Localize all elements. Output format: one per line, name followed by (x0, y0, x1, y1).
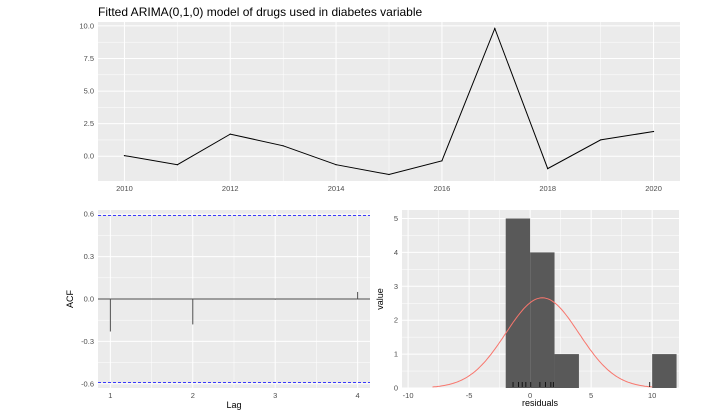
y-tick-label: 4 (394, 248, 398, 257)
y-tick-label: -0.3 (81, 337, 94, 346)
fitted-grid (98, 22, 680, 181)
fitted-point (229, 133, 231, 135)
hist-bar (505, 218, 531, 388)
x-tick-label: 2018 (539, 184, 556, 193)
acf-confidence-band (98, 215, 370, 383)
acf-y-axis-ticks: -0.6 -0.3 0.0 0.3 0.6 (81, 210, 94, 389)
x-tick-label: 2010 (116, 184, 133, 193)
x-tick-label: 2014 (328, 184, 345, 193)
y-tick-label: 2.5 (84, 119, 94, 128)
fitted-x-axis-ticks: 2010 2012 2014 2016 2018 2020 (116, 184, 662, 193)
x-tick-label: 0 (528, 391, 532, 400)
fitted-point (123, 154, 126, 157)
y-tick-label: 10.0 (79, 21, 94, 30)
fitted-y-axis-ticks: 0.0 2.5 5.0 7.5 10.0 (79, 21, 94, 160)
hist-bar (652, 354, 677, 388)
fitted-series-panel: Fitted ARIMA(0,1,0) model of drugs used … (79, 5, 680, 193)
x-tick-label: 1 (108, 391, 112, 400)
fitted-point (282, 145, 284, 147)
fitted-point (652, 130, 655, 133)
y-tick-label: 0.0 (84, 152, 94, 161)
fitted-point (441, 160, 443, 162)
fitted-point (494, 27, 496, 30)
x-tick-label: 10 (648, 391, 656, 400)
hist-y-axis-ticks: 0 1 2 3 4 5 (394, 214, 398, 393)
acf-panel: 1 2 3 4 -0.6 -0.3 0.0 0.3 0.6 Lag ACF (65, 210, 370, 410)
fitted-point (176, 164, 178, 166)
hist-y-axis-label: value (375, 288, 385, 310)
y-tick-label: 0 (394, 384, 398, 393)
residuals-rug (512, 382, 651, 387)
y-tick-label: 0.3 (84, 252, 94, 261)
acf-y-axis-label: ACF (65, 289, 75, 308)
fitted-series-points (123, 27, 655, 176)
y-tick-label: 3 (394, 282, 398, 291)
hist-bar (554, 354, 579, 388)
acf-bars (109, 291, 359, 332)
fitted-point (600, 139, 602, 141)
hist-x-axis-label: residuals (522, 398, 559, 408)
x-tick-label: 2020 (645, 184, 662, 193)
hist-bar (530, 252, 555, 388)
x-tick-label: 3 (273, 391, 277, 400)
x-tick-label: 2012 (222, 184, 239, 193)
acf-x-axis-ticks: 1 2 3 4 (108, 391, 359, 400)
y-tick-label: 7.5 (84, 54, 94, 63)
x-tick-label: 5 (589, 391, 593, 400)
fitted-point (335, 164, 337, 166)
hist-bars (505, 218, 677, 388)
y-tick-label: 0.6 (84, 210, 94, 219)
fitted-point (547, 168, 549, 170)
y-tick-label: 1 (394, 350, 398, 359)
normal-density-curve (432, 297, 653, 388)
y-tick-label: 5.0 (84, 87, 94, 96)
x-tick-label: -5 (466, 391, 473, 400)
x-tick-label: 2016 (434, 184, 451, 193)
residuals-histogram-panel: -10 -5 0 5 10 0 1 2 3 4 5 residuals valu… (375, 210, 679, 408)
x-tick-label: 4 (356, 391, 360, 400)
acf-x-axis-label: Lag (226, 400, 241, 410)
x-tick-label: -10 (403, 391, 414, 400)
x-tick-label: 2 (191, 391, 195, 400)
y-tick-label: 2 (394, 316, 398, 325)
chart-title: Fitted ARIMA(0,1,0) model of drugs used … (98, 5, 422, 19)
fitted-point (388, 173, 390, 176)
y-tick-label: 5 (394, 214, 398, 223)
hist-x-axis-ticks: -10 -5 0 5 10 (403, 391, 657, 400)
y-tick-label: 0.0 (84, 295, 94, 304)
y-tick-label: -0.6 (81, 379, 94, 388)
